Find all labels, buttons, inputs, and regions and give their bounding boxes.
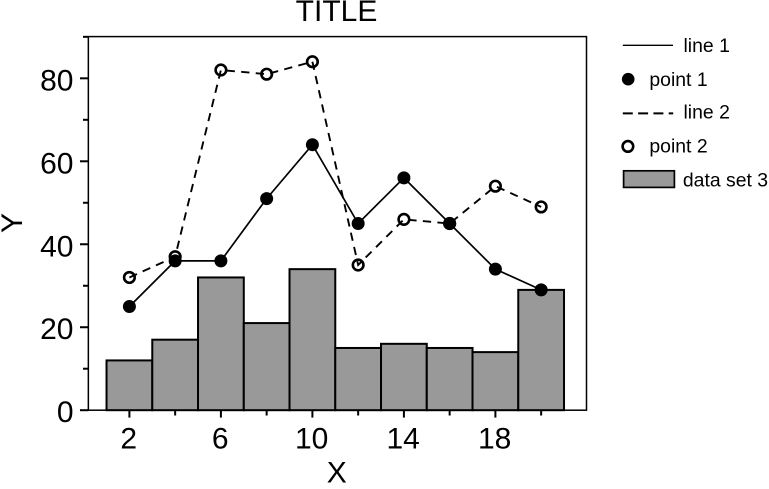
svg-text:0: 0: [57, 396, 74, 429]
svg-text:80: 80: [40, 64, 73, 97]
svg-text:point 2: point 2: [649, 136, 707, 158]
svg-text:14: 14: [387, 422, 420, 455]
svg-text:X: X: [327, 456, 347, 484]
svg-text:6: 6: [212, 422, 229, 455]
svg-text:line 2: line 2: [684, 101, 730, 123]
svg-text:2: 2: [120, 422, 137, 455]
svg-text:10: 10: [295, 422, 328, 455]
svg-text:data set 3: data set 3: [683, 169, 768, 191]
svg-text:Y: Y: [0, 213, 29, 233]
svg-text:18: 18: [478, 422, 511, 455]
svg-text:line 1: line 1: [684, 35, 730, 57]
svg-text:point 1: point 1: [649, 69, 707, 91]
svg-text:40: 40: [40, 230, 73, 263]
svg-text:TITLE: TITLE: [296, 0, 378, 28]
svg-text:20: 20: [40, 313, 73, 346]
svg-text:60: 60: [40, 147, 73, 180]
